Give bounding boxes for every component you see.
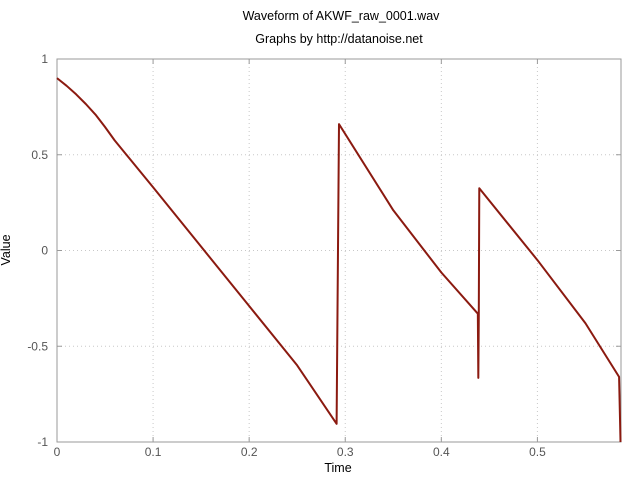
x-axis-label: Time xyxy=(324,461,351,475)
y-tick-label: -0.5 xyxy=(27,339,48,353)
axis-ticks: 0 0.1 0.2 0.3 0.4 0.5 1 0.5 0 -0.5 -1 xyxy=(27,52,621,459)
x-tick-label: 0.4 xyxy=(433,445,450,459)
y-axis-label: Value xyxy=(0,234,13,265)
y-tick-label: 1 xyxy=(41,52,48,66)
waveform-line xyxy=(56,77,622,443)
x-tick-label: 0.2 xyxy=(241,445,258,459)
y-tick-label: -1 xyxy=(37,435,48,449)
chart-title: Waveform of AKWF_raw_0001.wav xyxy=(243,9,441,23)
x-tick-label: 0 xyxy=(54,445,61,459)
x-tick-label: 0.5 xyxy=(529,445,546,459)
x-tick-label: 0.3 xyxy=(337,445,354,459)
y-tick-label: 0.5 xyxy=(31,148,48,162)
chart-subtitle: Graphs by http://datanoise.net xyxy=(255,32,423,46)
y-tick-label: 0 xyxy=(41,244,48,258)
x-tick-label: 0.1 xyxy=(145,445,162,459)
grid-lines xyxy=(56,58,621,443)
series-layer xyxy=(56,77,622,443)
